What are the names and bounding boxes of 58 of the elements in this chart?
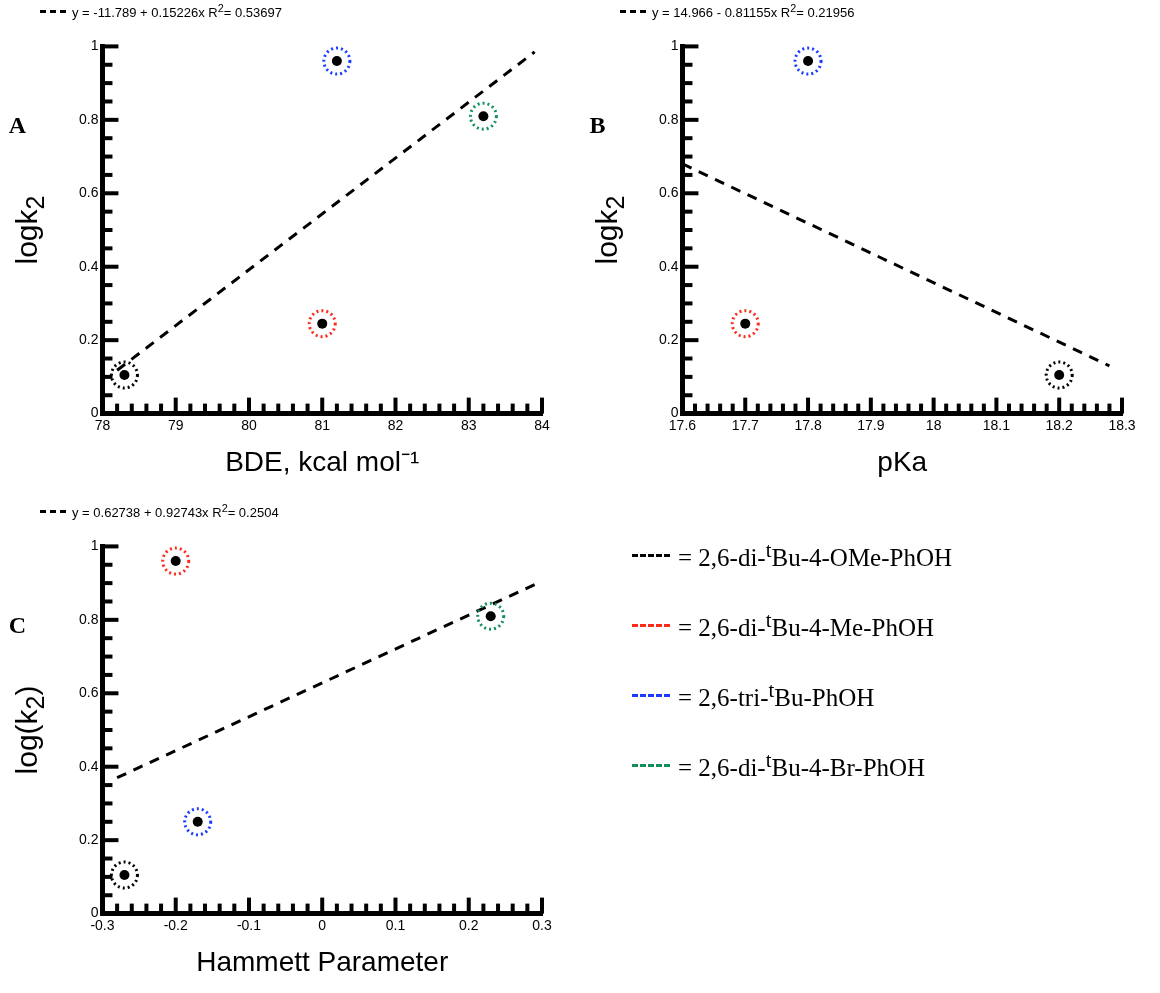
y-tick-label: 0.6 <box>78 184 99 201</box>
point <box>476 601 506 631</box>
text: B <box>589 112 606 139</box>
y-tick-label: 1 <box>90 37 99 54</box>
point <box>109 860 139 890</box>
y-tick-label: 0.4 <box>658 257 679 274</box>
y-tick-label: 0.8 <box>658 110 679 127</box>
y-tick-label: 0.6 <box>658 184 679 201</box>
point <box>109 360 139 390</box>
x-tick-label: 18.1 <box>982 416 1011 433</box>
legend-label: = 2,6-di-$^{t}$Bu-4-OMe-PhOH <box>678 537 953 573</box>
y-tick-label: 0.8 <box>78 110 99 127</box>
y-tick-label: 0.6 <box>78 684 99 701</box>
x-tick-label: 82 <box>387 416 404 433</box>
x-tick-label: 18 <box>925 416 942 433</box>
y-tick-label: 0.4 <box>78 257 99 274</box>
point <box>1044 360 1074 390</box>
point <box>161 546 191 576</box>
x-tick-label: 18.2 <box>1045 416 1074 433</box>
text: y = 0.62738 + 0.92743x R$^{2}$= 0.2504 <box>72 502 279 521</box>
x-tick-label: -0.2 <box>163 916 188 933</box>
legend-label: = 2,6-di-$^{t}$Bu-4-Br-PhOH <box>678 747 926 783</box>
x-axis-title: BDE, kcal mol⁻¹ <box>225 445 420 477</box>
text: y = 14.966 - 0.81155x R$^{2}$= 0.21956 <box>652 2 855 21</box>
x-tick-label: 18.3 <box>1108 416 1136 433</box>
x-tick-label: -0.1 <box>236 916 262 933</box>
point <box>793 46 823 76</box>
text: C <box>8 612 27 639</box>
x-tick-label: 81 <box>314 416 331 433</box>
x-tick-label: 80 <box>241 416 257 433</box>
y-tick-label: 0.2 <box>78 831 99 848</box>
point <box>468 101 498 131</box>
x-tick-label: 0.3 <box>532 916 552 933</box>
text: y = -11.789 + 0.15226x R$^{2}$= 0.53697 <box>72 2 282 21</box>
x-axis-title: Hammett Parameter <box>196 945 449 977</box>
point <box>307 309 337 339</box>
x-tick-label: 0.2 <box>459 916 479 933</box>
point <box>183 807 213 837</box>
x-tick-label: 17.7 <box>731 416 760 433</box>
y-tick-label: 0.2 <box>658 331 679 348</box>
y-tick-label: 1 <box>90 537 99 554</box>
y-tick-label: 1 <box>670 37 679 54</box>
y-tick-label: 0.4 <box>78 757 99 774</box>
x-tick-label: 79 <box>167 416 184 433</box>
x-tick-label: 84 <box>534 416 550 433</box>
x-axis-title: pKa <box>877 445 928 477</box>
x-tick-label: 83 <box>460 416 477 433</box>
point <box>730 309 760 339</box>
y-tick-label: 0.8 <box>78 610 99 627</box>
x-tick-label: 17.9 <box>857 416 885 433</box>
x-tick-label: 0.1 <box>385 916 406 933</box>
point <box>322 46 352 76</box>
x-tick-label: 17.8 <box>794 416 822 433</box>
legend-label: = 2,6-di-$^{t}$Bu-4-Me-PhOH <box>678 607 934 643</box>
x-tick-label: 0 <box>318 916 327 933</box>
text: A <box>8 112 27 139</box>
y-tick-label: 0.2 <box>78 331 99 348</box>
legend-label: = 2,6-tri-$^{t}$Bu-PhOH <box>678 677 875 713</box>
